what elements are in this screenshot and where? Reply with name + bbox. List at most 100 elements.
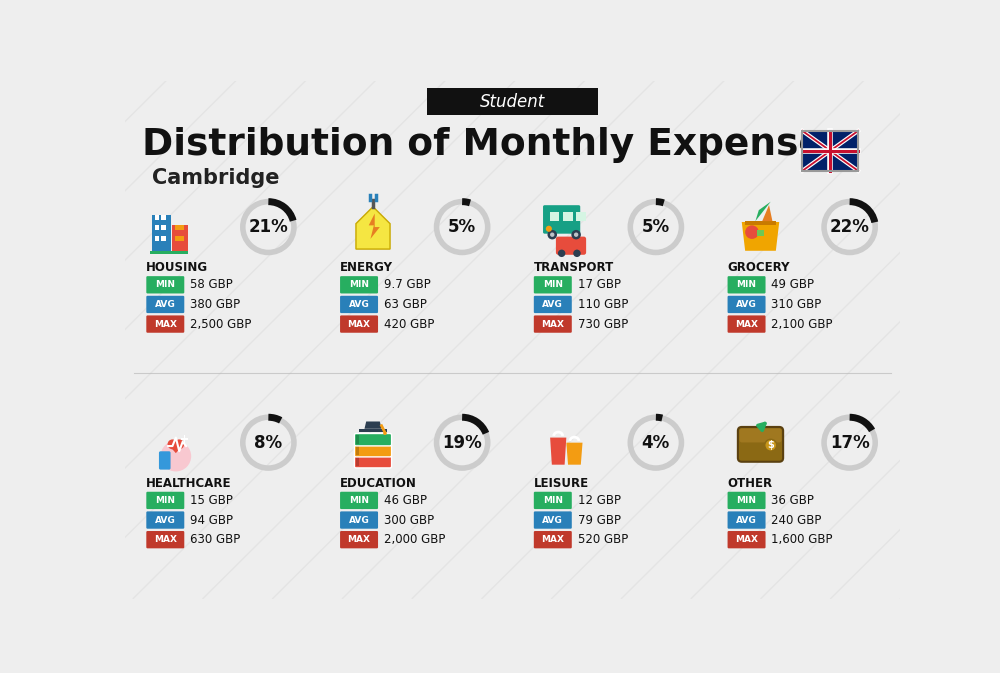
FancyBboxPatch shape: [150, 251, 188, 254]
Text: MIN: MIN: [155, 281, 175, 289]
Circle shape: [571, 230, 581, 240]
FancyBboxPatch shape: [172, 225, 188, 252]
Text: 5%: 5%: [642, 218, 670, 236]
Text: MIN: MIN: [737, 281, 757, 289]
Text: 49 GBP: 49 GBP: [771, 279, 814, 291]
Text: 310 GBP: 310 GBP: [771, 298, 822, 311]
Circle shape: [383, 431, 387, 435]
Text: MIN: MIN: [349, 496, 369, 505]
Text: MIN: MIN: [737, 496, 757, 505]
Polygon shape: [742, 222, 779, 251]
Text: 12 GBP: 12 GBP: [578, 494, 621, 507]
Text: MIN: MIN: [543, 496, 563, 505]
FancyBboxPatch shape: [155, 225, 159, 230]
Text: 94 GBP: 94 GBP: [190, 513, 233, 526]
FancyBboxPatch shape: [728, 511, 766, 529]
FancyBboxPatch shape: [534, 276, 572, 293]
Text: 110 GBP: 110 GBP: [578, 298, 628, 311]
Text: 630 GBP: 630 GBP: [190, 533, 240, 546]
FancyBboxPatch shape: [534, 531, 572, 548]
Polygon shape: [356, 207, 390, 249]
Polygon shape: [369, 213, 380, 239]
FancyBboxPatch shape: [728, 295, 766, 313]
FancyBboxPatch shape: [340, 531, 378, 548]
FancyBboxPatch shape: [161, 215, 166, 220]
FancyBboxPatch shape: [155, 236, 159, 241]
FancyBboxPatch shape: [354, 444, 392, 457]
Text: 9.7 GBP: 9.7 GBP: [384, 279, 431, 291]
Text: 1,600 GBP: 1,600 GBP: [771, 533, 833, 546]
FancyBboxPatch shape: [146, 492, 184, 509]
Text: AVG: AVG: [349, 300, 369, 309]
Polygon shape: [550, 437, 566, 464]
FancyBboxPatch shape: [728, 276, 766, 293]
Text: EDUCATION: EDUCATION: [340, 477, 417, 490]
Text: MAX: MAX: [541, 535, 564, 544]
Text: MIN: MIN: [543, 281, 563, 289]
Text: OTHER: OTHER: [727, 477, 772, 490]
FancyBboxPatch shape: [354, 433, 392, 446]
FancyBboxPatch shape: [534, 316, 572, 332]
FancyBboxPatch shape: [340, 492, 378, 509]
Text: Student: Student: [480, 93, 545, 111]
FancyBboxPatch shape: [340, 511, 378, 529]
Text: 8%: 8%: [254, 433, 282, 452]
Text: 240 GBP: 240 GBP: [771, 513, 822, 526]
Text: 22%: 22%: [830, 218, 870, 236]
Text: 300 GBP: 300 GBP: [384, 513, 434, 526]
Polygon shape: [364, 421, 382, 429]
FancyBboxPatch shape: [556, 237, 586, 255]
Polygon shape: [168, 444, 184, 453]
Text: MAX: MAX: [541, 320, 564, 328]
Text: HEALTHCARE: HEALTHCARE: [146, 477, 231, 490]
Text: MAX: MAX: [154, 535, 177, 544]
Text: AVG: AVG: [542, 516, 563, 524]
FancyBboxPatch shape: [802, 131, 858, 171]
Circle shape: [160, 441, 191, 472]
Text: 21%: 21%: [248, 218, 288, 236]
Text: AVG: AVG: [736, 300, 757, 309]
Text: 36 GBP: 36 GBP: [771, 494, 814, 507]
Text: 380 GBP: 380 GBP: [190, 298, 240, 311]
Text: 420 GBP: 420 GBP: [384, 318, 434, 330]
Text: 730 GBP: 730 GBP: [578, 318, 628, 330]
Polygon shape: [757, 229, 764, 236]
Polygon shape: [566, 443, 583, 464]
Text: 17%: 17%: [830, 433, 870, 452]
FancyBboxPatch shape: [739, 429, 782, 442]
Text: AVG: AVG: [349, 516, 369, 524]
FancyBboxPatch shape: [161, 236, 166, 241]
Text: 2,500 GBP: 2,500 GBP: [190, 318, 251, 330]
FancyBboxPatch shape: [184, 435, 185, 443]
FancyBboxPatch shape: [175, 225, 184, 230]
Text: 2,000 GBP: 2,000 GBP: [384, 533, 445, 546]
Circle shape: [547, 230, 557, 240]
FancyBboxPatch shape: [534, 295, 572, 313]
FancyBboxPatch shape: [340, 295, 378, 313]
FancyBboxPatch shape: [354, 456, 392, 468]
FancyBboxPatch shape: [155, 215, 159, 220]
Text: MAX: MAX: [348, 535, 371, 544]
Text: MIN: MIN: [155, 496, 175, 505]
FancyBboxPatch shape: [175, 236, 184, 241]
Text: AVG: AVG: [155, 516, 176, 524]
FancyBboxPatch shape: [340, 276, 378, 293]
FancyBboxPatch shape: [161, 225, 166, 230]
Polygon shape: [755, 202, 771, 221]
Circle shape: [573, 250, 581, 257]
Text: 79 GBP: 79 GBP: [578, 513, 621, 526]
Text: MIN: MIN: [349, 281, 369, 289]
FancyBboxPatch shape: [146, 295, 184, 313]
FancyBboxPatch shape: [728, 492, 766, 509]
Text: 17 GBP: 17 GBP: [578, 279, 621, 291]
FancyBboxPatch shape: [146, 316, 184, 332]
FancyBboxPatch shape: [563, 212, 573, 221]
Text: AVG: AVG: [155, 300, 176, 309]
FancyBboxPatch shape: [146, 531, 184, 548]
FancyBboxPatch shape: [576, 212, 586, 221]
FancyBboxPatch shape: [728, 316, 766, 332]
FancyBboxPatch shape: [534, 492, 572, 509]
Text: 520 GBP: 520 GBP: [578, 533, 628, 546]
Circle shape: [558, 250, 565, 257]
FancyBboxPatch shape: [534, 511, 572, 529]
